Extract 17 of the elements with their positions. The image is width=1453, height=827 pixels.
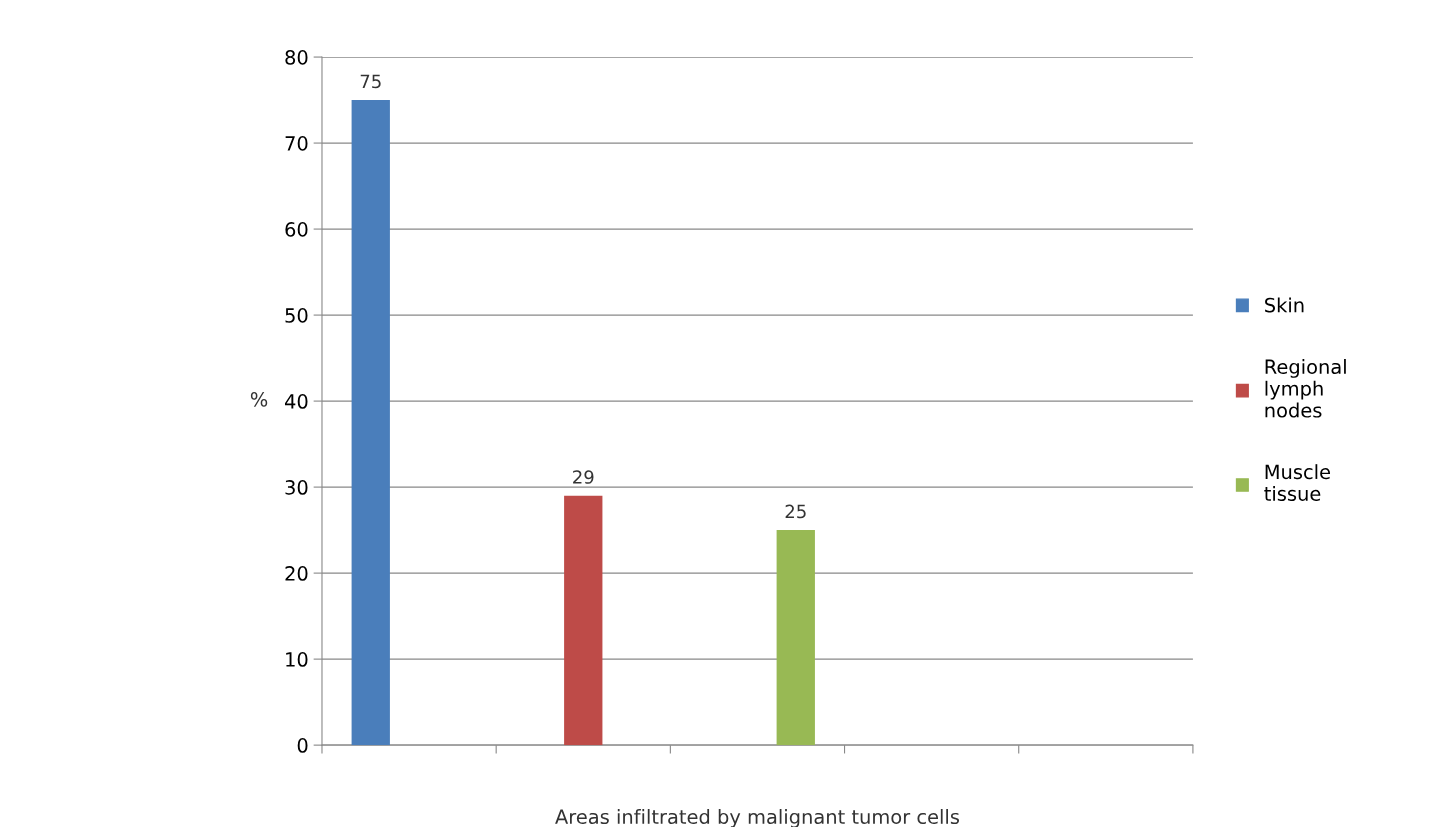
y-tick-label: 50: [285, 308, 308, 323]
y-tick-label: 80: [285, 50, 308, 65]
data-label: 29: [573, 470, 594, 484]
y-tick-label: 0: [297, 738, 308, 753]
data-label: 75: [360, 74, 381, 89]
y-tick-label: 20: [285, 566, 308, 581]
legend-label: Muscle tissue: [1264, 464, 1331, 501]
y-tick-label: 40: [285, 394, 308, 409]
y-tick-label: 30: [285, 480, 308, 495]
y-tick-label: 60: [285, 222, 308, 237]
legend-label: Regional lymph nodes: [1265, 359, 1346, 418]
y-tick-label: 70: [285, 136, 308, 151]
y-axis-title: %: [250, 392, 268, 407]
y-tick-label: 10: [286, 652, 308, 667]
data-label: 25: [785, 504, 806, 519]
legend-label: Skin: [1265, 297, 1304, 313]
x-axis-title: Areas infiltrated by malignant tumor cells: [555, 809, 960, 827]
